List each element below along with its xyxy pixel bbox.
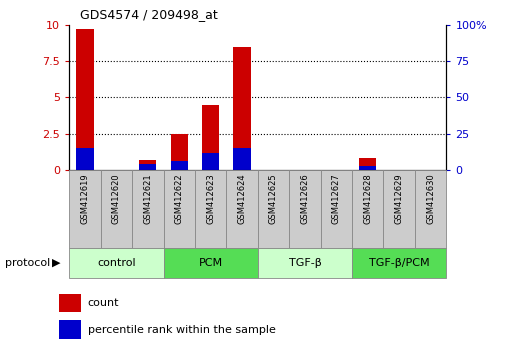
Text: GSM412623: GSM412623 <box>206 173 215 224</box>
Bar <box>321 170 352 248</box>
Text: GSM412620: GSM412620 <box>112 173 121 224</box>
Bar <box>233 46 251 170</box>
Bar <box>69 248 164 278</box>
Text: TGF-β: TGF-β <box>288 258 321 268</box>
Bar <box>202 153 219 170</box>
Bar <box>415 170 446 248</box>
Bar <box>76 148 93 170</box>
Text: GSM412619: GSM412619 <box>81 173 89 224</box>
Bar <box>359 166 377 170</box>
Bar <box>69 170 101 248</box>
Text: GSM412628: GSM412628 <box>363 173 372 224</box>
Bar <box>233 148 251 170</box>
Bar <box>383 170 415 248</box>
Bar <box>171 161 188 170</box>
Text: percentile rank within the sample: percentile rank within the sample <box>88 325 275 335</box>
Bar <box>139 164 156 170</box>
Text: GSM412621: GSM412621 <box>143 173 152 224</box>
Text: ▶: ▶ <box>52 258 61 268</box>
Bar <box>59 320 81 339</box>
Bar <box>289 170 321 248</box>
Bar <box>352 248 446 278</box>
Bar <box>352 170 383 248</box>
Bar <box>164 248 258 278</box>
Bar <box>59 294 81 312</box>
Text: TGF-β/PCM: TGF-β/PCM <box>369 258 429 268</box>
Text: GSM412626: GSM412626 <box>301 173 309 224</box>
Text: GSM412630: GSM412630 <box>426 173 435 224</box>
Text: count: count <box>88 298 119 308</box>
Bar <box>76 29 93 170</box>
Bar <box>202 104 219 170</box>
Bar <box>139 160 156 170</box>
Bar <box>101 170 132 248</box>
Bar <box>164 170 195 248</box>
Bar <box>132 170 164 248</box>
Bar <box>258 170 289 248</box>
Text: PCM: PCM <box>199 258 223 268</box>
Bar <box>195 170 226 248</box>
Text: GSM412629: GSM412629 <box>394 173 404 224</box>
Bar <box>226 170 258 248</box>
Text: GSM412625: GSM412625 <box>269 173 278 224</box>
Text: GSM412627: GSM412627 <box>332 173 341 224</box>
Text: GDS4574 / 209498_at: GDS4574 / 209498_at <box>80 8 218 21</box>
Text: protocol: protocol <box>5 258 50 268</box>
Text: control: control <box>97 258 136 268</box>
Bar <box>359 158 377 170</box>
Text: GSM412622: GSM412622 <box>175 173 184 224</box>
Bar <box>171 133 188 170</box>
Text: GSM412624: GSM412624 <box>238 173 247 224</box>
Bar <box>258 248 352 278</box>
